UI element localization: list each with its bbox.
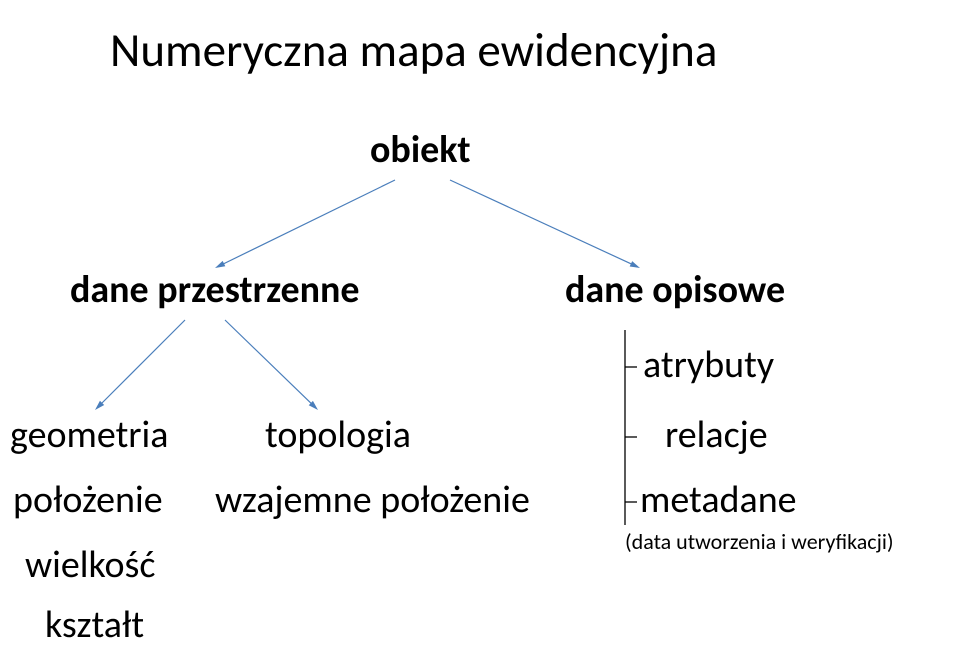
node-obiekt: obiekt bbox=[370, 130, 471, 172]
node-topologia: topologia bbox=[265, 415, 411, 457]
diagram-canvas: Numeryczna mapa ewidencyjna obiekt dane … bbox=[0, 0, 960, 645]
node-relacje: relacje bbox=[665, 415, 768, 457]
node-dane-opisowe: dane opisowe bbox=[565, 270, 785, 312]
node-metadane: metadane bbox=[640, 480, 797, 522]
node-wzajemne-polozenie: wzajemne położenie bbox=[215, 480, 530, 522]
footnote-metadane: (data utworzenia i weryfikacji) bbox=[625, 530, 894, 554]
node-atrybuty: atrybuty bbox=[643, 345, 774, 387]
node-polozenie: położenie bbox=[13, 480, 163, 522]
node-ksztalt: kształt bbox=[45, 605, 144, 645]
node-geometria: geometria bbox=[10, 415, 168, 457]
node-wielkosc: wielkość bbox=[25, 545, 155, 587]
page-title: Numeryczna mapa ewidencyjna bbox=[110, 25, 717, 77]
node-dane-przestrzenne: dane przestrzenne bbox=[70, 270, 360, 312]
